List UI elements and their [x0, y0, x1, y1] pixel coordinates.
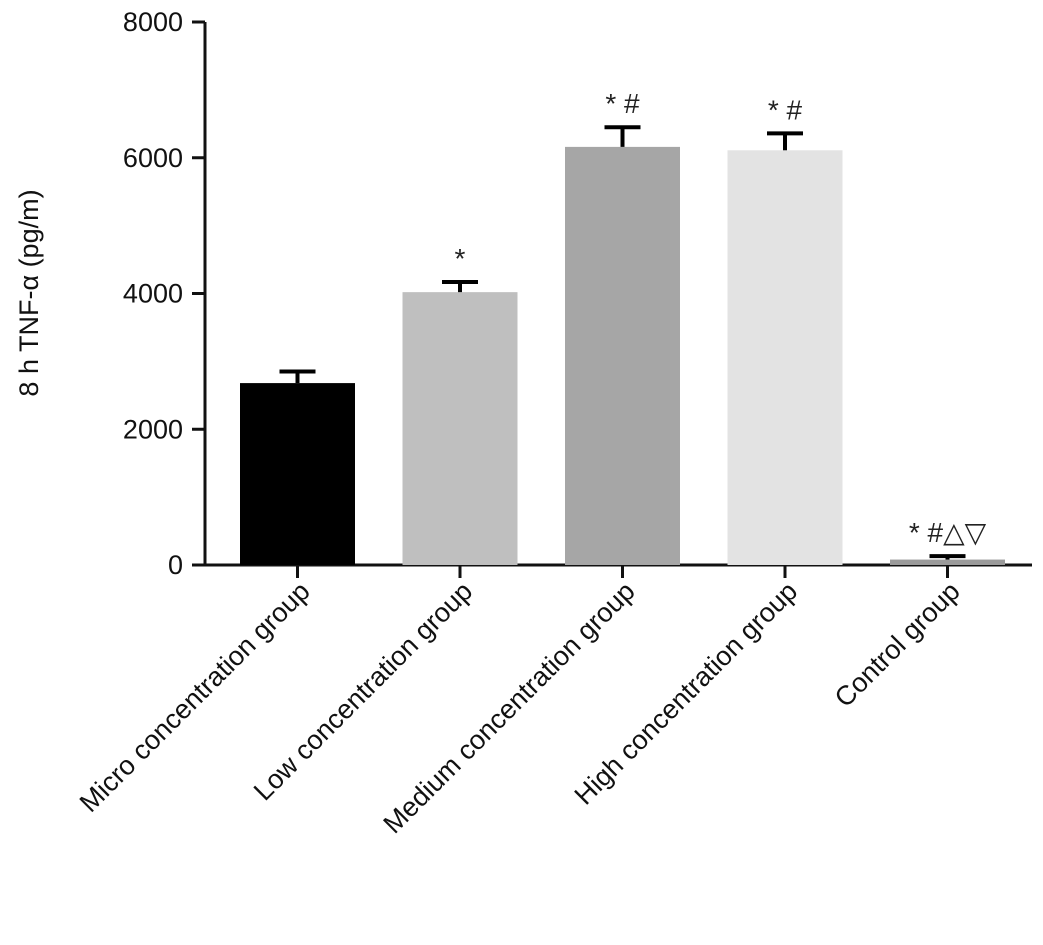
error-bars — [279, 125, 966, 560]
bar — [727, 150, 843, 565]
bar — [890, 559, 1005, 565]
bars — [240, 146, 1005, 565]
significance-label: * — [455, 243, 466, 274]
y-tick-label: 0 — [168, 550, 183, 580]
bar — [240, 383, 355, 565]
y-axis: 0 2000 4000 6000 8000 — [123, 7, 207, 580]
y-tick-label: 4000 — [123, 279, 183, 309]
x-tick-label: Control group — [829, 576, 966, 713]
bar — [402, 292, 518, 565]
significance-label: * # — [605, 88, 640, 119]
significance-label: * # — [768, 94, 803, 125]
significance-label: * #△▽ — [909, 517, 987, 548]
y-tick-label: 2000 — [123, 414, 183, 444]
y-tick-label: 6000 — [123, 143, 183, 173]
bar — [565, 146, 680, 565]
significance-annotations: * * # * # * #△▽ — [455, 88, 987, 548]
y-tick-label: 8000 — [123, 7, 183, 37]
y-axis-title: 8 h TNF-α (pg/m) — [14, 189, 44, 396]
